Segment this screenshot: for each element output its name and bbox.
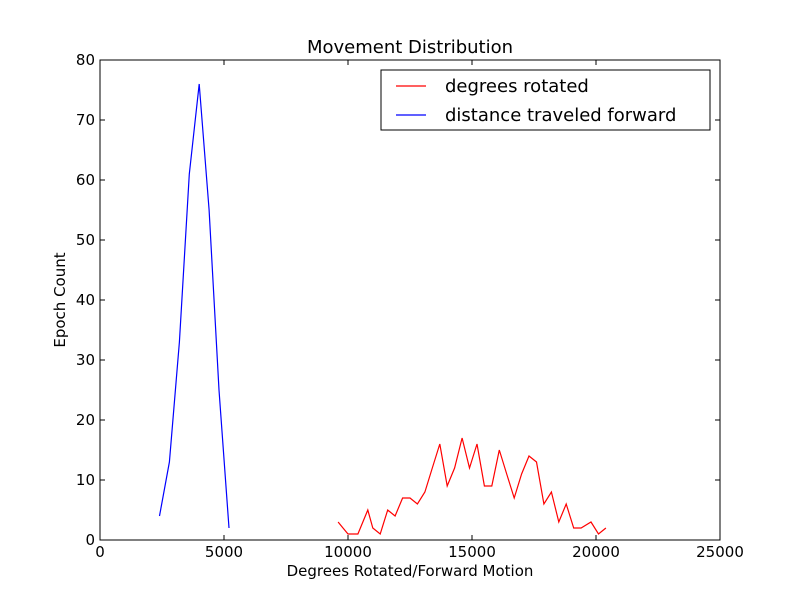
legend-box <box>380 69 711 131</box>
y-tick-label: 0 <box>85 531 95 549</box>
y-tick-label: 30 <box>76 351 95 369</box>
y-tick-label: 40 <box>76 291 95 309</box>
series-line-1 <box>337 437 607 536</box>
y-tick-label: 20 <box>76 411 95 429</box>
y-tick-label: 50 <box>76 231 95 249</box>
x-tick-label: 10000 <box>324 543 372 561</box>
x-tick-label: 0 <box>95 543 105 561</box>
chart-title: Movement Distribution <box>307 37 513 58</box>
series-line-2 <box>158 83 230 529</box>
plot-background <box>100 60 720 540</box>
legend-label: degrees rotated <box>445 76 589 97</box>
y-tick-label: 70 <box>76 111 95 129</box>
y-tick-label: 10 <box>76 471 95 489</box>
legend: degrees rotated distance traveled forward <box>380 69 711 131</box>
series-layer <box>158 83 607 536</box>
y-axis-title: Epoch Count <box>51 252 69 347</box>
ticks-layer: 0 5000 10000 15000 20000 25000 0 10 20 30 40 50 60 70… <box>76 51 744 561</box>
x-tick-label: 15000 <box>448 543 496 561</box>
x-tick-label: 25000 <box>696 543 744 561</box>
legend-label: distance traveled forward <box>445 105 676 126</box>
y-tick-label: 60 <box>76 171 95 189</box>
x-tick-label: 5000 <box>205 543 243 561</box>
y-tick-label: 80 <box>76 51 95 69</box>
x-axis-title: Degrees Rotated/Forward Motion <box>287 562 534 580</box>
x-tick-label: 20000 <box>572 543 620 561</box>
